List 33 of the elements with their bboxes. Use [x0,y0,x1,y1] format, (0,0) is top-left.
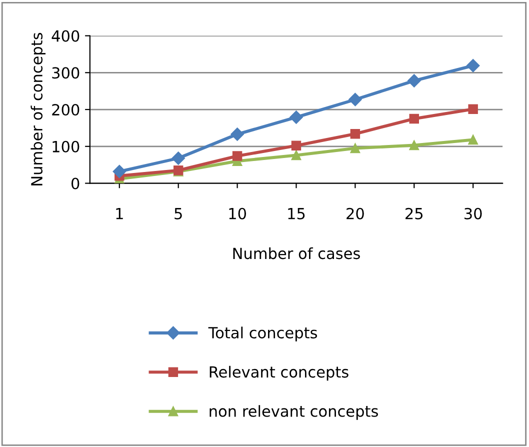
y-tick-label: 200 [52,104,80,116]
x-tick-label: 10 [229,208,246,220]
point [290,110,303,124]
legend-label: Total concepts [208,326,318,342]
x-tick-label: 5 [174,208,182,220]
y-tick-label: 400 [52,30,80,42]
point [348,92,362,106]
point [291,150,302,160]
y-tick-label: 0 [71,178,80,190]
point [112,164,126,178]
point [350,143,360,154]
point [468,134,478,145]
y-tick-label: 300 [52,67,80,79]
x-tick-label: 15 [288,208,305,220]
point [232,151,242,161]
y-tick-label: 100 [52,140,80,152]
point [172,152,185,165]
point [409,114,419,124]
point [230,128,244,141]
x-tick-label: 25 [406,208,423,220]
point [409,140,419,150]
x-tick-label: 30 [464,208,482,220]
point [466,59,480,72]
x-axis-title: Number of cases [233,247,360,260]
point [350,128,360,139]
point [468,104,478,114]
point [291,140,302,151]
point [408,74,421,88]
legend-label: Relevant concepts [210,366,348,381]
legend-label: non relevant concepts [210,405,378,420]
x-tick-label: 1 [116,208,123,220]
y-axis-title: Number of concepts [30,32,46,186]
x-tick-label: 20 [346,208,364,220]
